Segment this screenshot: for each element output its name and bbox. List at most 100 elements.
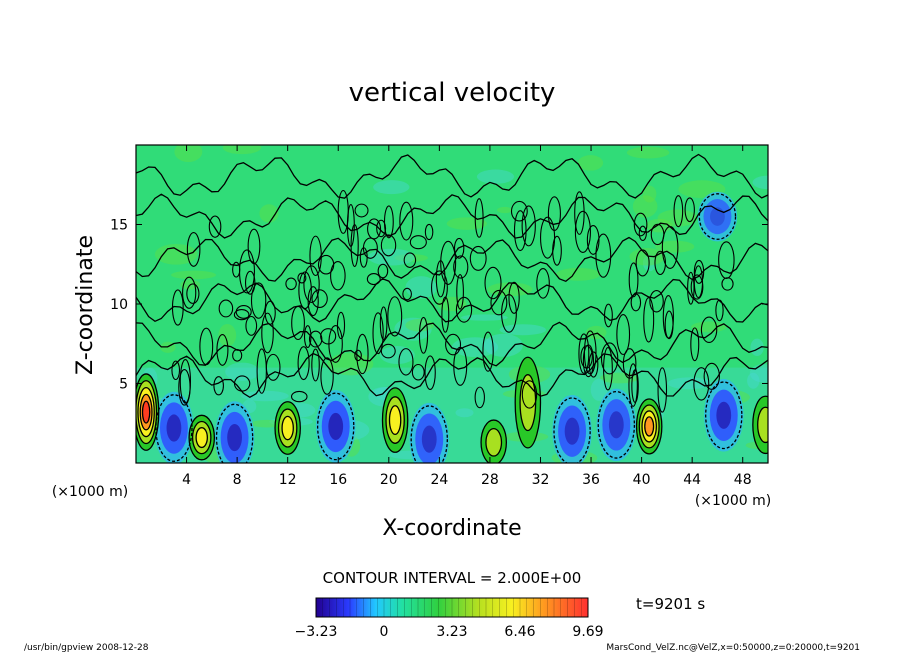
contour-cell <box>690 274 704 300</box>
field-blotch <box>241 390 289 402</box>
updraft-contour <box>485 427 503 457</box>
contour-cell <box>583 330 597 375</box>
contour-cell <box>650 223 665 246</box>
x-tick-label: 4 <box>182 472 191 488</box>
contour-cell <box>309 235 322 277</box>
contour-cell <box>630 293 642 312</box>
contour-cell <box>469 245 487 271</box>
field-blotch <box>446 217 487 230</box>
contour-cell <box>372 312 384 355</box>
updraft-contour <box>195 427 208 449</box>
contour-cell <box>171 360 181 381</box>
contour-cell <box>377 263 389 279</box>
updraft-cell <box>752 396 768 454</box>
updraft-contour <box>141 400 151 424</box>
contour-cell <box>297 346 310 381</box>
updraft-contour <box>480 419 507 463</box>
contour-cell <box>218 299 234 318</box>
contour-cell <box>588 351 599 378</box>
contour-cell <box>536 268 550 299</box>
contour-cell <box>308 330 323 348</box>
contour-cell <box>398 348 414 376</box>
contour-cell <box>232 348 243 362</box>
field-blotch <box>476 169 515 184</box>
field-blotch <box>259 204 279 223</box>
field-blotch <box>455 408 474 418</box>
colorbar-tick-label: 9.69 <box>572 624 603 640</box>
contour-cell <box>380 234 397 257</box>
contour-cell <box>247 228 261 265</box>
updraft-contour <box>136 373 160 451</box>
contour-cell <box>376 219 387 238</box>
updraft-contour <box>752 395 768 455</box>
contour-cell <box>411 363 425 381</box>
contour-cell <box>320 357 334 395</box>
x-tick-label: 48 <box>734 472 752 488</box>
contour-cell <box>354 203 369 218</box>
downdraft-contour <box>410 405 448 463</box>
field-blotch <box>405 276 437 299</box>
updraft-contour <box>641 410 657 443</box>
contour-cell <box>603 346 613 391</box>
downdraft-contour <box>155 394 193 462</box>
contour-cell <box>633 212 648 237</box>
contour-cell <box>264 300 276 325</box>
updraft-contour <box>388 405 402 436</box>
contour-cell <box>311 289 328 309</box>
contour-cell <box>574 191 585 235</box>
downdraft-cell <box>704 379 744 452</box>
contour-cell <box>474 198 484 238</box>
contour-cell <box>635 249 650 277</box>
field-blotch <box>577 155 604 171</box>
downdraft-contour <box>553 397 591 463</box>
field-blotch <box>749 364 768 383</box>
downdraft-cell <box>596 388 637 462</box>
contour-cell <box>244 270 256 295</box>
contour-cell <box>362 237 378 259</box>
contour-cell <box>307 286 319 317</box>
contour-cell <box>232 261 241 278</box>
field-blotch <box>642 185 657 203</box>
colorbar-ticks: −3.23 0 3.23 6.46 9.69 <box>295 598 604 640</box>
contour-cell <box>654 250 667 276</box>
colorbar-tick-label: 6.46 <box>504 624 535 640</box>
contour-cell <box>179 358 192 404</box>
updraft-contour <box>191 420 212 455</box>
contour-cell <box>657 367 668 413</box>
contour-cell <box>721 277 734 291</box>
updraft-contour <box>757 406 768 444</box>
contour-cell <box>182 276 197 309</box>
colorbar-tick-label: 0 <box>380 624 389 640</box>
contour-cell <box>508 281 520 314</box>
x-tick-label: 16 <box>329 472 347 488</box>
footer-right: MarsCond_VelZ.nc@VelZ,x=0:50000,z=0:2000… <box>606 643 860 653</box>
contour-cell <box>616 313 631 356</box>
contour-cell <box>586 224 600 255</box>
contour-cell <box>233 375 251 392</box>
contour-cell <box>430 270 448 305</box>
contour-cell <box>510 200 528 222</box>
updraft-contour <box>188 414 216 461</box>
field-blotch <box>368 248 415 266</box>
field-blotch <box>171 270 217 280</box>
x-tick-label: 32 <box>532 472 550 488</box>
contour-cell <box>245 315 258 336</box>
field-blotch <box>657 209 698 227</box>
downdraft-contour <box>316 392 355 461</box>
field-blotch <box>632 195 658 218</box>
updraft-contour <box>137 386 155 438</box>
field-blotch <box>460 314 508 321</box>
updraft-contour <box>139 393 153 431</box>
contour-cell <box>366 273 381 286</box>
y-tick-label: 5 <box>119 377 128 393</box>
colorbar-tick-label: −3.23 <box>295 624 338 640</box>
contour-cell <box>643 297 655 343</box>
contour-cell <box>435 260 446 298</box>
contour-cell <box>649 290 664 313</box>
field-blotch <box>373 180 410 195</box>
updraft-contour <box>381 387 409 453</box>
contour-cell <box>297 272 307 284</box>
contour-cell <box>424 355 436 391</box>
chart-title: vertical velocity <box>349 78 556 108</box>
contour-cell <box>298 271 312 310</box>
